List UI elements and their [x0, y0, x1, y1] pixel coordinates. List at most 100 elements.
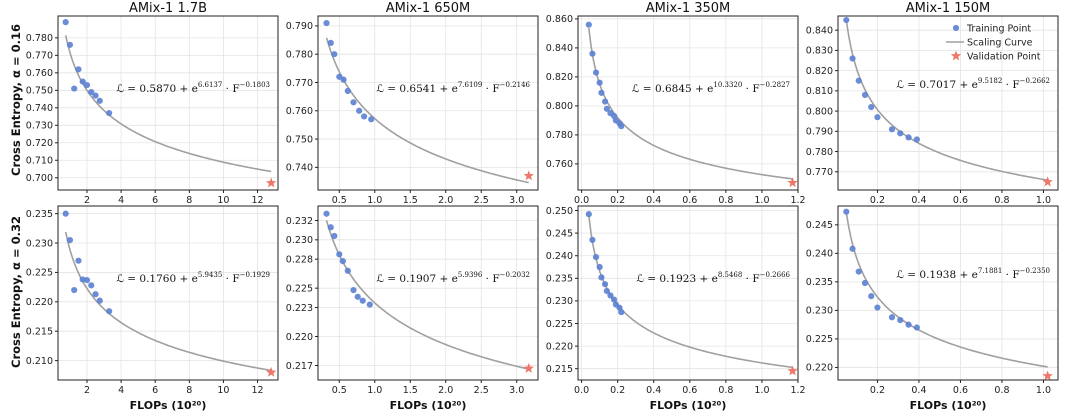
x-tick-label: 1.5: [403, 385, 418, 396]
x-tick-label: 0.2: [870, 385, 885, 396]
fit-eq-exponent: −0.2666: [760, 271, 791, 279]
fit-eq-middle: · F: [742, 83, 759, 95]
training-point: [913, 136, 920, 143]
x-tick-label: 8: [186, 385, 192, 396]
training-point: [610, 296, 618, 303]
plot-frame: [57, 15, 279, 191]
x-tick-label: 0.8: [718, 195, 733, 206]
training-point: [598, 274, 605, 281]
x-tick-label: 0.4: [911, 195, 926, 206]
y-tick-label: 0.240: [806, 249, 833, 260]
fit-eq-prefix: ℒ = 0.5870 + e: [116, 83, 197, 95]
row-label-alpha-016: Cross Entropy, α = 0.16: [9, 24, 23, 176]
fit-eq-exponent: −0.2032: [500, 271, 530, 279]
y-tick-label: 0.740: [26, 103, 53, 114]
fit-equation: ℒ = 0.6845 + e10.3320 · F−0.2827: [632, 81, 790, 95]
x-axis-label: FLOPs (10²⁰): [130, 399, 207, 412]
training-point: [327, 224, 334, 231]
x-tick-label: 6: [152, 385, 158, 396]
y-tick-label: 0.820: [546, 72, 573, 83]
training-point: [603, 105, 610, 112]
plot-frame: [577, 15, 799, 191]
fit-eq-middle: · F: [222, 273, 239, 285]
y-tick-label: 0.215: [546, 364, 573, 375]
chart-title: AMix-1 1.7B: [129, 1, 207, 16]
scaling-curve: [64, 35, 272, 173]
fit-eq-middle: · F: [482, 83, 499, 95]
y-tick-label: 0.760: [26, 68, 53, 79]
y-tick-label: 0.220: [286, 332, 313, 343]
training-point: [855, 77, 862, 84]
fit-eq-prefix: ℒ = 0.7017 + e: [896, 79, 977, 91]
y-tick-label: 0.720: [26, 138, 53, 149]
x-tick-label: 1.0: [754, 195, 769, 206]
x-tick-label: 0.8: [994, 195, 1009, 206]
plot-frame: [577, 205, 799, 381]
x-tick-label: 3.0: [509, 385, 524, 396]
training-point: [79, 78, 86, 85]
fit-eq-middle: · F: [742, 273, 759, 285]
fit-eq-exponent: −0.1803: [240, 81, 270, 89]
x-tick-label: 1.0: [1036, 195, 1051, 206]
x-tick-label: 0.0: [574, 385, 589, 396]
fit-eq-exponent: −0.2350: [1020, 267, 1050, 275]
y-tick-label: 0.780: [546, 130, 573, 141]
legend-curve-label: Scaling Curve: [967, 38, 1033, 49]
x-tick-label: 3.0: [509, 195, 524, 206]
x-tick-label: 0.6: [682, 385, 697, 396]
x-tick-label: 2: [84, 385, 90, 396]
scaling-curve: [845, 20, 1048, 181]
training-point: [618, 123, 625, 130]
x-tick-label: 1.0: [367, 385, 382, 396]
training-point: [354, 293, 361, 300]
training-point: [855, 268, 862, 275]
y-tick-label: 0.230: [546, 296, 573, 307]
training-point: [888, 126, 896, 133]
x-tick-label: 0.4: [911, 385, 926, 396]
x-tick-label: 0.2: [870, 195, 885, 206]
training-point: [843, 208, 850, 215]
y-tick-label: 0.820: [806, 66, 833, 77]
fit-equation: ℒ = 0.5870 + e6.6137 · F−0.1803: [116, 81, 270, 95]
training-point: [589, 50, 596, 57]
training-point: [596, 79, 603, 86]
validation-point: [787, 177, 798, 188]
y-tick-label: 0.810: [806, 86, 833, 97]
y-tick-label: 0.235: [26, 209, 53, 220]
fit-eq-exponent: 7.1881: [978, 267, 1003, 275]
training-point: [344, 267, 351, 274]
y-tick-label: 0.750: [26, 86, 53, 97]
training-point: [75, 66, 82, 73]
validation-point: [787, 365, 798, 376]
chart-panel: 0.770 0.780 0.790 0.800 0.810 0.820 0.830 0.840…: [806, 1, 1059, 206]
training-point: [350, 287, 357, 294]
training-point: [905, 321, 912, 328]
training-point: [874, 114, 881, 121]
y-tick-label: 0.225: [546, 319, 573, 330]
training-point: [888, 314, 896, 321]
training-point: [897, 130, 904, 137]
fit-eq-middle: · F: [222, 83, 239, 95]
fit-eq-middle: · F: [1002, 269, 1019, 281]
x-tick-label: 2.5: [474, 195, 489, 206]
validation-point: [523, 362, 535, 373]
training-point: [331, 232, 338, 240]
x-tick-label: 2.0: [438, 385, 453, 396]
x-tick-label: 4: [118, 195, 124, 206]
training-point: [350, 99, 357, 106]
x-tick-label: 12: [251, 385, 263, 396]
x-axis-label: FLOPs (10²⁰): [910, 399, 987, 412]
y-tick-label: 0.235: [806, 277, 833, 288]
validation-point: [1042, 370, 1053, 381]
chart-panel: 0.700 0.710 0.720 0.730 0.740 0.750 0.760 0.770…: [26, 1, 279, 206]
y-tick-label: 0.228: [286, 254, 313, 265]
fit-equation: ℒ = 0.7017 + e9.5182 · F−0.2662: [896, 77, 1050, 91]
training-point: [71, 286, 78, 294]
y-tick-label: 0.770: [286, 78, 313, 89]
y-tick-label: 0.700: [26, 173, 53, 184]
fit-eq-middle: · F: [482, 273, 499, 285]
y-tick-label: 0.790: [286, 21, 313, 32]
fit-eq-prefix: ℒ = 0.1760 + e: [116, 273, 197, 285]
y-tick-label: 0.800: [806, 106, 833, 117]
legend-validation-label: Validation Point: [967, 52, 1041, 63]
